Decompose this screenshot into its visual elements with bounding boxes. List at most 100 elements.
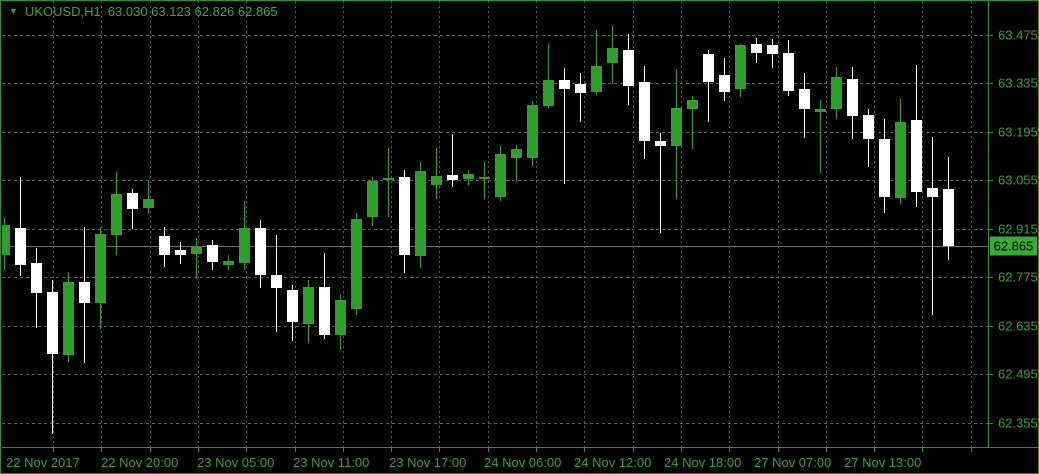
vertical-gridline bbox=[439, 1, 440, 447]
time-axis-label: 27 Nov 07:00 bbox=[754, 455, 832, 470]
ohlc-quote-text: 63.030 63.123 62.826 62.865 bbox=[107, 4, 278, 19]
candle-bull bbox=[63, 282, 74, 355]
time-axis-label: 23 Nov 05:00 bbox=[197, 455, 275, 470]
time-axis-label: 22 Nov 20:00 bbox=[101, 455, 179, 470]
candle-wick bbox=[52, 280, 53, 434]
price-axis-tick bbox=[989, 423, 993, 424]
candle-wick bbox=[148, 181, 149, 214]
candle-bear bbox=[879, 139, 890, 197]
symbol-timeframe-label: UKOUSD,H1 bbox=[24, 4, 101, 19]
candle-bear bbox=[703, 54, 714, 82]
candle-bear bbox=[47, 292, 58, 354]
horizontal-gridline bbox=[2, 229, 988, 230]
vertical-gridline bbox=[488, 1, 489, 447]
horizontal-gridline bbox=[2, 326, 988, 327]
candle-wick bbox=[452, 134, 453, 187]
candle-bear bbox=[207, 245, 218, 262]
candle-bull bbox=[543, 80, 554, 106]
candle-bull bbox=[367, 181, 378, 217]
horizontal-gridline bbox=[2, 374, 988, 375]
candle-bear bbox=[271, 275, 282, 288]
candle-bull bbox=[735, 45, 746, 89]
candle-bear bbox=[79, 282, 90, 303]
time-axis-tick bbox=[198, 448, 199, 452]
vertical-gridline bbox=[633, 1, 634, 447]
candle-bull bbox=[479, 177, 490, 179]
candle-bull bbox=[239, 228, 250, 263]
candle-bear bbox=[639, 82, 650, 141]
candle-bear bbox=[799, 89, 810, 109]
price-axis-label: 62.355 bbox=[998, 415, 1038, 431]
time-axis-tick bbox=[584, 448, 585, 452]
candle-wick bbox=[564, 68, 565, 184]
horizontal-gridline bbox=[2, 277, 988, 278]
candle-bull bbox=[431, 176, 442, 185]
time-axis-tick bbox=[826, 448, 827, 452]
chart-plot-area[interactable]: ▼ UKOUSD,H1 63.030 63.123 62.826 62.865 bbox=[2, 1, 988, 447]
symbol-dropdown-icon[interactable]: ▼ bbox=[9, 6, 18, 16]
candle-wick bbox=[196, 238, 197, 279]
candle-bear bbox=[127, 193, 138, 209]
vertical-gridline bbox=[101, 1, 102, 447]
candle-bull bbox=[383, 178, 394, 180]
candle-bear bbox=[783, 53, 794, 91]
time-axis-tick bbox=[922, 448, 923, 452]
candle-bear bbox=[447, 175, 458, 180]
candle-bear bbox=[655, 141, 666, 146]
time-axis-tick bbox=[295, 448, 296, 452]
vertical-gridline bbox=[681, 1, 682, 447]
horizontal-gridline bbox=[2, 423, 988, 424]
candle-bull bbox=[607, 48, 618, 63]
vertical-gridline bbox=[584, 1, 585, 447]
price-axis-tick bbox=[989, 374, 993, 375]
vertical-gridline bbox=[826, 1, 827, 447]
time-axis-tick bbox=[778, 448, 779, 452]
candle-bull bbox=[815, 109, 826, 112]
candle-bull bbox=[671, 108, 682, 146]
candle-wick bbox=[20, 177, 21, 276]
candle-bear bbox=[319, 287, 330, 335]
price-axis[interactable]: 62.865 63.475 63.335 63.195 63.055 62.915 62.… bbox=[988, 1, 1038, 447]
horizontal-gridline bbox=[2, 83, 988, 84]
vertical-gridline bbox=[295, 1, 296, 447]
candle-bull bbox=[223, 261, 234, 265]
vertical-gridline bbox=[150, 1, 151, 447]
vertical-gridline bbox=[198, 1, 199, 447]
candle-bear bbox=[911, 120, 922, 192]
time-axis-label: 23 Nov 11:00 bbox=[293, 455, 370, 470]
candle-wick bbox=[932, 137, 933, 315]
candle-bear bbox=[175, 250, 186, 255]
price-axis-tick bbox=[989, 132, 993, 133]
candle-bull bbox=[831, 77, 842, 109]
candle-bear bbox=[943, 189, 954, 246]
candle-bull bbox=[191, 247, 202, 254]
price-axis-label: 62.915 bbox=[998, 221, 1038, 237]
candle-bull bbox=[415, 171, 426, 256]
vertical-gridline bbox=[971, 1, 972, 447]
time-axis-tick bbox=[343, 448, 344, 452]
candle-wick bbox=[436, 148, 437, 199]
price-axis-label: 63.335 bbox=[998, 75, 1038, 91]
candle-bear bbox=[847, 79, 858, 116]
candle-bear bbox=[255, 228, 266, 275]
candle-bear bbox=[31, 263, 42, 293]
candle-bear bbox=[623, 50, 634, 86]
vertical-gridline bbox=[53, 1, 54, 447]
candle-wick bbox=[516, 145, 517, 182]
time-axis[interactable]: 22 Nov 2017 22 Nov 20:00 23 Nov 05:00 23 No… bbox=[2, 447, 1038, 473]
price-axis-tick bbox=[989, 35, 993, 36]
candle-bear bbox=[15, 228, 26, 265]
candle-wick bbox=[580, 73, 581, 122]
horizontal-gridline bbox=[2, 35, 988, 36]
time-axis-label: 24 Nov 06:00 bbox=[484, 455, 562, 470]
candle-bear bbox=[927, 188, 938, 197]
time-axis-label: 27 Nov 13:00 bbox=[844, 455, 922, 470]
time-axis-label: 23 Nov 17:00 bbox=[389, 455, 467, 470]
candle-bull bbox=[335, 300, 346, 335]
time-axis-tick bbox=[633, 448, 634, 452]
candle-wick bbox=[660, 133, 661, 233]
candle-bear bbox=[399, 177, 410, 255]
vertical-gridline bbox=[246, 1, 247, 447]
candle-bull bbox=[463, 174, 474, 179]
